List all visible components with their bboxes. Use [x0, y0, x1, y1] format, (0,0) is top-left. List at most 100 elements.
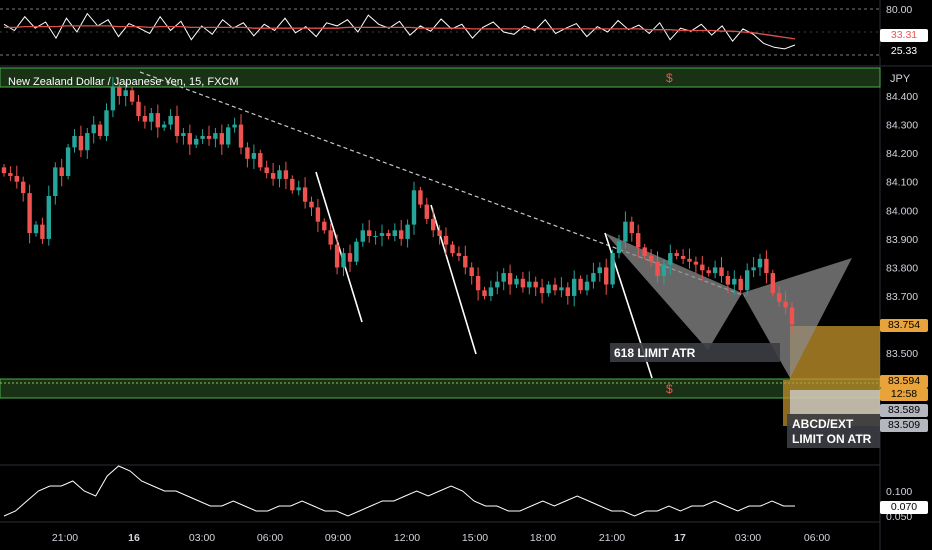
descending-trendline: [139, 71, 746, 297]
candle-body: [277, 170, 282, 179]
countdown-badge: 12:58: [880, 388, 928, 401]
abcd-label-line2: LIMIT ON ATR: [792, 432, 872, 446]
candle-body: [123, 90, 128, 96]
candle-body: [565, 287, 570, 296]
candle-body: [719, 267, 724, 276]
candle-body: [373, 236, 378, 237]
candle-body: [33, 224, 39, 234]
oscillator-series: [3, 465, 795, 517]
candle-body: [559, 287, 564, 291]
candle-body: [431, 218, 436, 231]
candle-body: [475, 276, 481, 291]
candle-body: [539, 287, 545, 294]
limit-618-label-bg: [610, 343, 780, 362]
candle-body: [636, 233, 641, 248]
candle-body: [456, 253, 462, 256]
candle-body: [469, 267, 474, 276]
candle-body: [40, 224, 45, 239]
current-price-badge: 83.594: [880, 375, 928, 388]
rsi-series-2: [4, 25, 796, 40]
time-tick-label: 21:00: [52, 532, 78, 544]
candle-body: [194, 138, 199, 145]
candle-body: [328, 230, 333, 245]
time-tick-label: 12:00: [394, 532, 420, 544]
candle-body: [789, 307, 795, 325]
rsi-badge-bottom: 25.33: [880, 45, 928, 58]
candle-body: [322, 221, 327, 231]
harmonic-pattern-left: [605, 233, 742, 350]
candle-body: [129, 90, 135, 102]
candle-body: [360, 230, 365, 242]
candle-body: [520, 278, 526, 288]
abcd-leg-2: [430, 204, 477, 355]
candle-body: [27, 193, 32, 234]
candle-body: [354, 241, 359, 262]
level-a-badge: 83.589: [880, 404, 928, 417]
candle-body: [117, 87, 122, 96]
time-tick-label: 06:00: [804, 532, 830, 544]
candle-body: [174, 116, 180, 136]
candle-body: [78, 136, 84, 151]
candle-body: [187, 133, 192, 145]
green-resistance-zone: [0, 67, 881, 88]
oscillator-layer: [3, 465, 795, 517]
candle-body: [578, 278, 583, 291]
rsi-badge-top: 33.31: [880, 29, 928, 42]
candle-body: [527, 281, 532, 288]
candle-body: [648, 256, 654, 262]
candle-body: [302, 187, 308, 202]
candle-body: [693, 261, 699, 265]
candle-body: [661, 264, 667, 276]
candle-body: [149, 113, 154, 122]
time-tick-label: 18:00: [530, 532, 556, 544]
price-tick-label: 84.000: [886, 205, 918, 217]
candle-layer: [1, 77, 795, 334]
candle-body: [546, 284, 551, 294]
candle-body: [712, 267, 718, 274]
limit-618-label: 618 LIMIT ATR: [614, 346, 696, 360]
time-tick-label: 03:00: [735, 532, 761, 544]
time-tick-label: 09:00: [325, 532, 351, 544]
candle-body: [604, 267, 609, 285]
candle-body: [258, 153, 263, 168]
candle-body: [437, 230, 442, 236]
candle-body: [757, 258, 763, 268]
price-tick-label: 83.800: [886, 262, 918, 274]
symbol-title[interactable]: New Zealand Dollar / Japanese Yen, 15, F…: [8, 76, 239, 88]
rsi-layer: [3, 12, 796, 50]
candle-body: [777, 293, 782, 302]
candle-body: [655, 261, 660, 276]
candle-body: [136, 101, 141, 116]
abcd-label-line1: ABCD/EXT: [792, 417, 854, 431]
candle-body: [687, 258, 692, 262]
candle-body: [309, 201, 314, 208]
harmonic-pattern-right: [742, 258, 852, 378]
candle-body: [488, 287, 494, 296]
candle-body: [732, 278, 737, 285]
candle-body: [181, 133, 186, 136]
candle-body: [770, 273, 775, 294]
candle-body: [65, 147, 71, 176]
candle-body: [200, 136, 205, 139]
dollar-marker-top: $: [666, 71, 673, 85]
candle-body: [238, 124, 244, 148]
candle-body: [514, 278, 519, 285]
candle-body: [738, 278, 743, 291]
osc-tick-label: 0.050: [886, 511, 912, 523]
candle-body: [418, 190, 423, 205]
candle-body: [341, 253, 346, 268]
candle-body: [264, 167, 269, 174]
candle-body: [725, 276, 731, 285]
candle-body: [597, 267, 602, 274]
price-tick-label: 83.500: [886, 348, 918, 360]
time-tick-label: 06:00: [257, 532, 283, 544]
candle-body: [334, 244, 340, 268]
candle-body: [399, 230, 404, 239]
rsi-tick-label: 80.00: [886, 4, 912, 16]
candle-body: [46, 196, 51, 239]
candle-body: [610, 253, 615, 285]
candle-body: [206, 136, 212, 139]
candle-body: [290, 178, 295, 191]
target-price-badge: 83.754: [880, 319, 928, 332]
